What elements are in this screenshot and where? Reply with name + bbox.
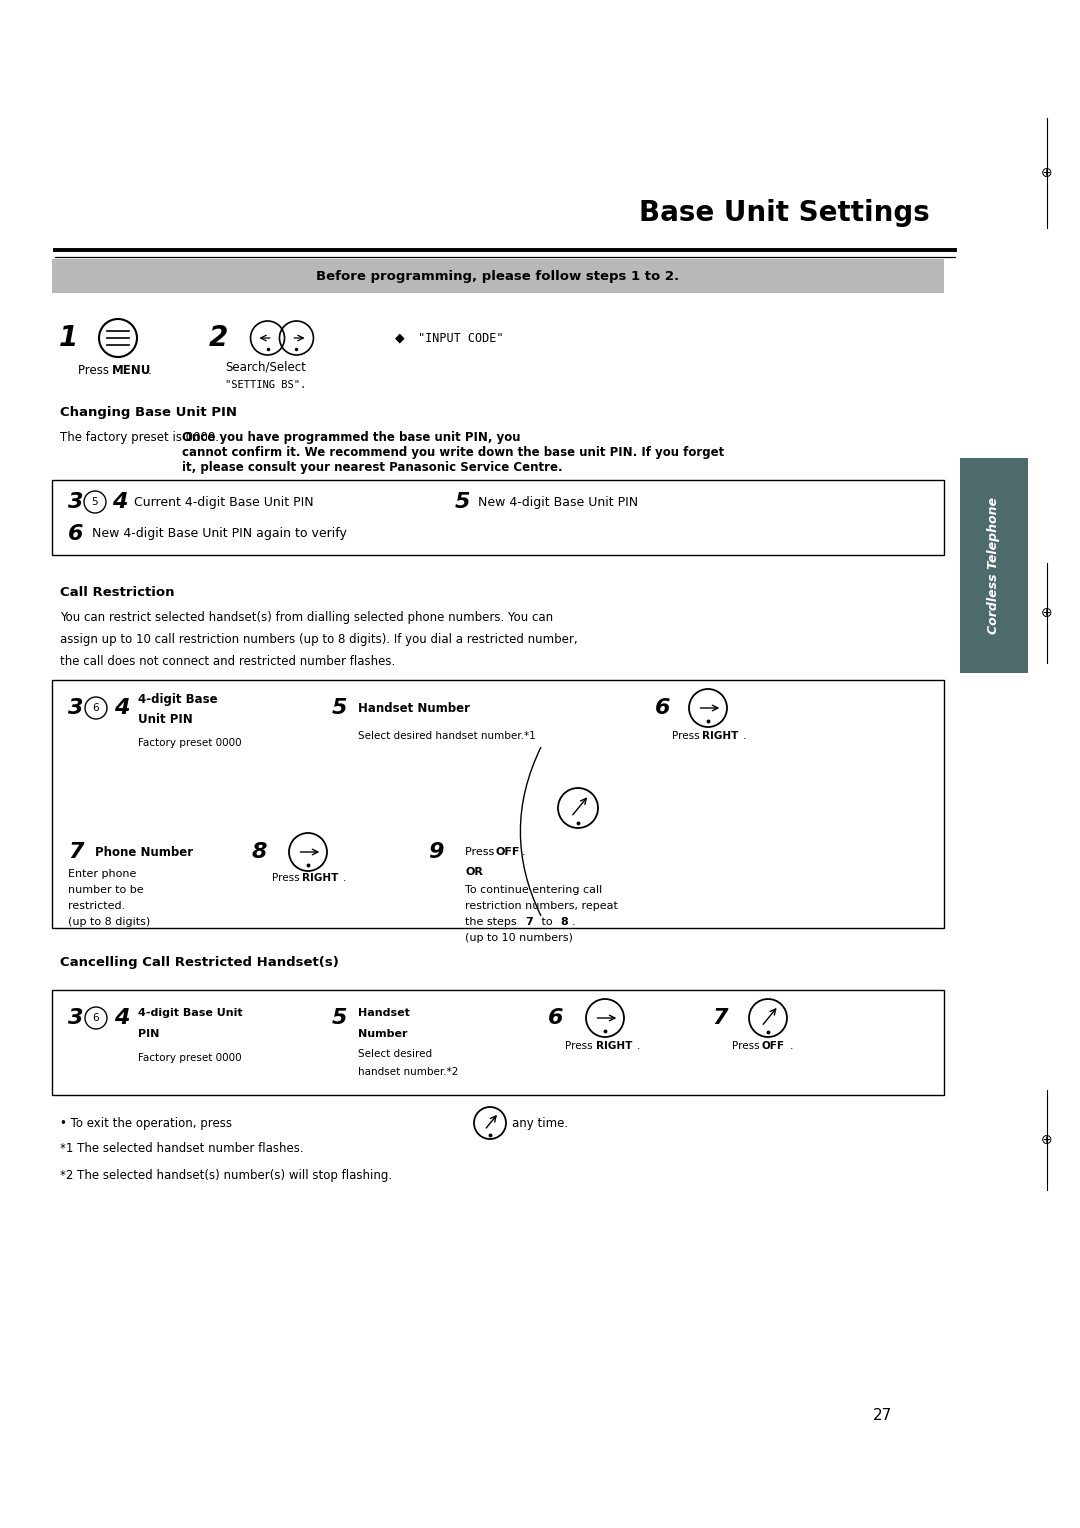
Text: Current 4-digit Base Unit PIN: Current 4-digit Base Unit PIN	[134, 495, 313, 509]
FancyBboxPatch shape	[52, 990, 944, 1096]
Text: restriction numbers, repeat: restriction numbers, repeat	[465, 902, 618, 911]
Text: *2 The selected handset(s) number(s) will stop flashing.: *2 The selected handset(s) number(s) wil…	[60, 1169, 392, 1181]
Text: 6: 6	[93, 703, 99, 714]
FancyBboxPatch shape	[52, 260, 944, 293]
Text: 7: 7	[68, 842, 83, 862]
FancyBboxPatch shape	[960, 458, 1028, 672]
Text: RIGHT: RIGHT	[702, 730, 739, 741]
Text: 4: 4	[114, 698, 130, 718]
Text: 4: 4	[112, 492, 127, 512]
Text: Before programming, please follow steps 1 to 2.: Before programming, please follow steps …	[316, 269, 679, 283]
Text: .: .	[743, 730, 746, 741]
Text: Phone Number: Phone Number	[95, 845, 193, 859]
Text: handset number.*2: handset number.*2	[357, 1067, 458, 1077]
Text: Handset Number: Handset Number	[357, 701, 470, 715]
Text: 5: 5	[455, 492, 471, 512]
Text: Enter phone: Enter phone	[68, 869, 136, 879]
Text: 6: 6	[548, 1008, 564, 1028]
Text: "SETTING BS".: "SETTING BS".	[225, 380, 307, 390]
Text: The factory preset is 0000.: The factory preset is 0000.	[60, 431, 222, 445]
Text: Cordless Telephone: Cordless Telephone	[987, 497, 1000, 634]
Text: .: .	[343, 872, 347, 883]
Text: New 4-digit Base Unit PIN: New 4-digit Base Unit PIN	[478, 495, 638, 509]
Text: ◆: ◆	[395, 332, 405, 344]
Text: (up to 8 digits): (up to 8 digits)	[68, 917, 150, 927]
Text: 2: 2	[208, 324, 228, 351]
Text: You can restrict selected handset(s) from dialling selected phone numbers. You c: You can restrict selected handset(s) fro…	[60, 611, 553, 623]
Text: 4-digit Base Unit: 4-digit Base Unit	[138, 1008, 243, 1018]
Text: .: .	[637, 1041, 640, 1051]
Text: Call Restriction: Call Restriction	[60, 587, 175, 599]
Text: RIGHT: RIGHT	[302, 872, 338, 883]
Text: 5: 5	[332, 698, 348, 718]
Text: PIN: PIN	[138, 1028, 160, 1039]
Text: ⊕: ⊕	[1041, 1132, 1053, 1148]
Text: 4: 4	[114, 1008, 130, 1028]
Text: To continue entering call: To continue entering call	[465, 885, 603, 895]
Text: Base Unit Settings: Base Unit Settings	[639, 199, 930, 228]
Text: 3: 3	[68, 492, 83, 512]
Text: .: .	[522, 847, 526, 857]
Text: (up to 10 numbers): (up to 10 numbers)	[465, 934, 572, 943]
Text: Cancelling Call Restricted Handset(s): Cancelling Call Restricted Handset(s)	[60, 957, 339, 969]
Text: 3: 3	[68, 1008, 83, 1028]
Text: RIGHT: RIGHT	[596, 1041, 633, 1051]
Text: 7: 7	[525, 917, 532, 927]
Text: Changing Base Unit PIN: Changing Base Unit PIN	[60, 406, 237, 419]
Text: 5: 5	[332, 1008, 348, 1028]
Text: Number: Number	[357, 1028, 407, 1039]
Text: • To exit the operation, press: • To exit the operation, press	[60, 1117, 232, 1129]
Text: Factory preset 0000: Factory preset 0000	[138, 1053, 242, 1063]
Text: "INPUT CODE": "INPUT CODE"	[418, 332, 503, 344]
Text: 6: 6	[68, 524, 83, 544]
Text: 7: 7	[712, 1008, 728, 1028]
Text: .: .	[572, 917, 576, 927]
Text: 5: 5	[92, 497, 98, 507]
Text: .: .	[789, 1041, 794, 1051]
Text: 27: 27	[873, 1409, 892, 1424]
Text: *1 The selected handset number flashes.: *1 The selected handset number flashes.	[60, 1143, 303, 1155]
Text: 9: 9	[428, 842, 444, 862]
Text: Search/Select: Search/Select	[225, 361, 306, 373]
Text: 6: 6	[654, 698, 671, 718]
Text: Press: Press	[78, 364, 112, 376]
Text: Once you have programmed the base unit PIN, you
cannot confirm it. We recommend : Once you have programmed the base unit P…	[183, 431, 725, 474]
Text: assign up to 10 call restriction numbers (up to 8 digits). If you dial a restric: assign up to 10 call restriction numbers…	[60, 633, 578, 646]
Text: Press: Press	[732, 1041, 762, 1051]
Text: Press: Press	[465, 847, 498, 857]
Text: any time.: any time.	[512, 1117, 568, 1129]
Text: Select desired handset number.*1: Select desired handset number.*1	[357, 730, 536, 741]
Text: OFF: OFF	[495, 847, 519, 857]
Text: Press: Press	[272, 872, 302, 883]
Text: New 4-digit Base Unit PIN again to verify: New 4-digit Base Unit PIN again to verif…	[92, 527, 347, 541]
Text: Handset: Handset	[357, 1008, 410, 1018]
Text: OR: OR	[465, 866, 483, 877]
Text: 3: 3	[68, 698, 83, 718]
Text: restricted.: restricted.	[68, 902, 125, 911]
Text: ⊕: ⊕	[1041, 607, 1053, 620]
Text: 1: 1	[58, 324, 78, 351]
FancyBboxPatch shape	[52, 680, 944, 927]
FancyBboxPatch shape	[52, 480, 944, 555]
Text: to: to	[538, 917, 556, 927]
Text: OFF: OFF	[762, 1041, 785, 1051]
Text: Press: Press	[672, 730, 703, 741]
Text: the steps: the steps	[465, 917, 521, 927]
Text: 4-digit Base: 4-digit Base	[138, 694, 218, 706]
Text: Press: Press	[565, 1041, 596, 1051]
Text: Unit PIN: Unit PIN	[138, 714, 192, 726]
Text: number to be: number to be	[68, 885, 144, 895]
Text: 8: 8	[561, 917, 568, 927]
Text: 8: 8	[252, 842, 268, 862]
Text: .: .	[148, 364, 152, 376]
Text: the call does not connect and restricted number flashes.: the call does not connect and restricted…	[60, 656, 395, 668]
Text: ⊕: ⊕	[1041, 167, 1053, 180]
Text: Factory preset 0000: Factory preset 0000	[138, 738, 242, 749]
Text: Select desired: Select desired	[357, 1050, 432, 1059]
Text: 6: 6	[93, 1013, 99, 1024]
Text: MENU: MENU	[112, 364, 151, 376]
